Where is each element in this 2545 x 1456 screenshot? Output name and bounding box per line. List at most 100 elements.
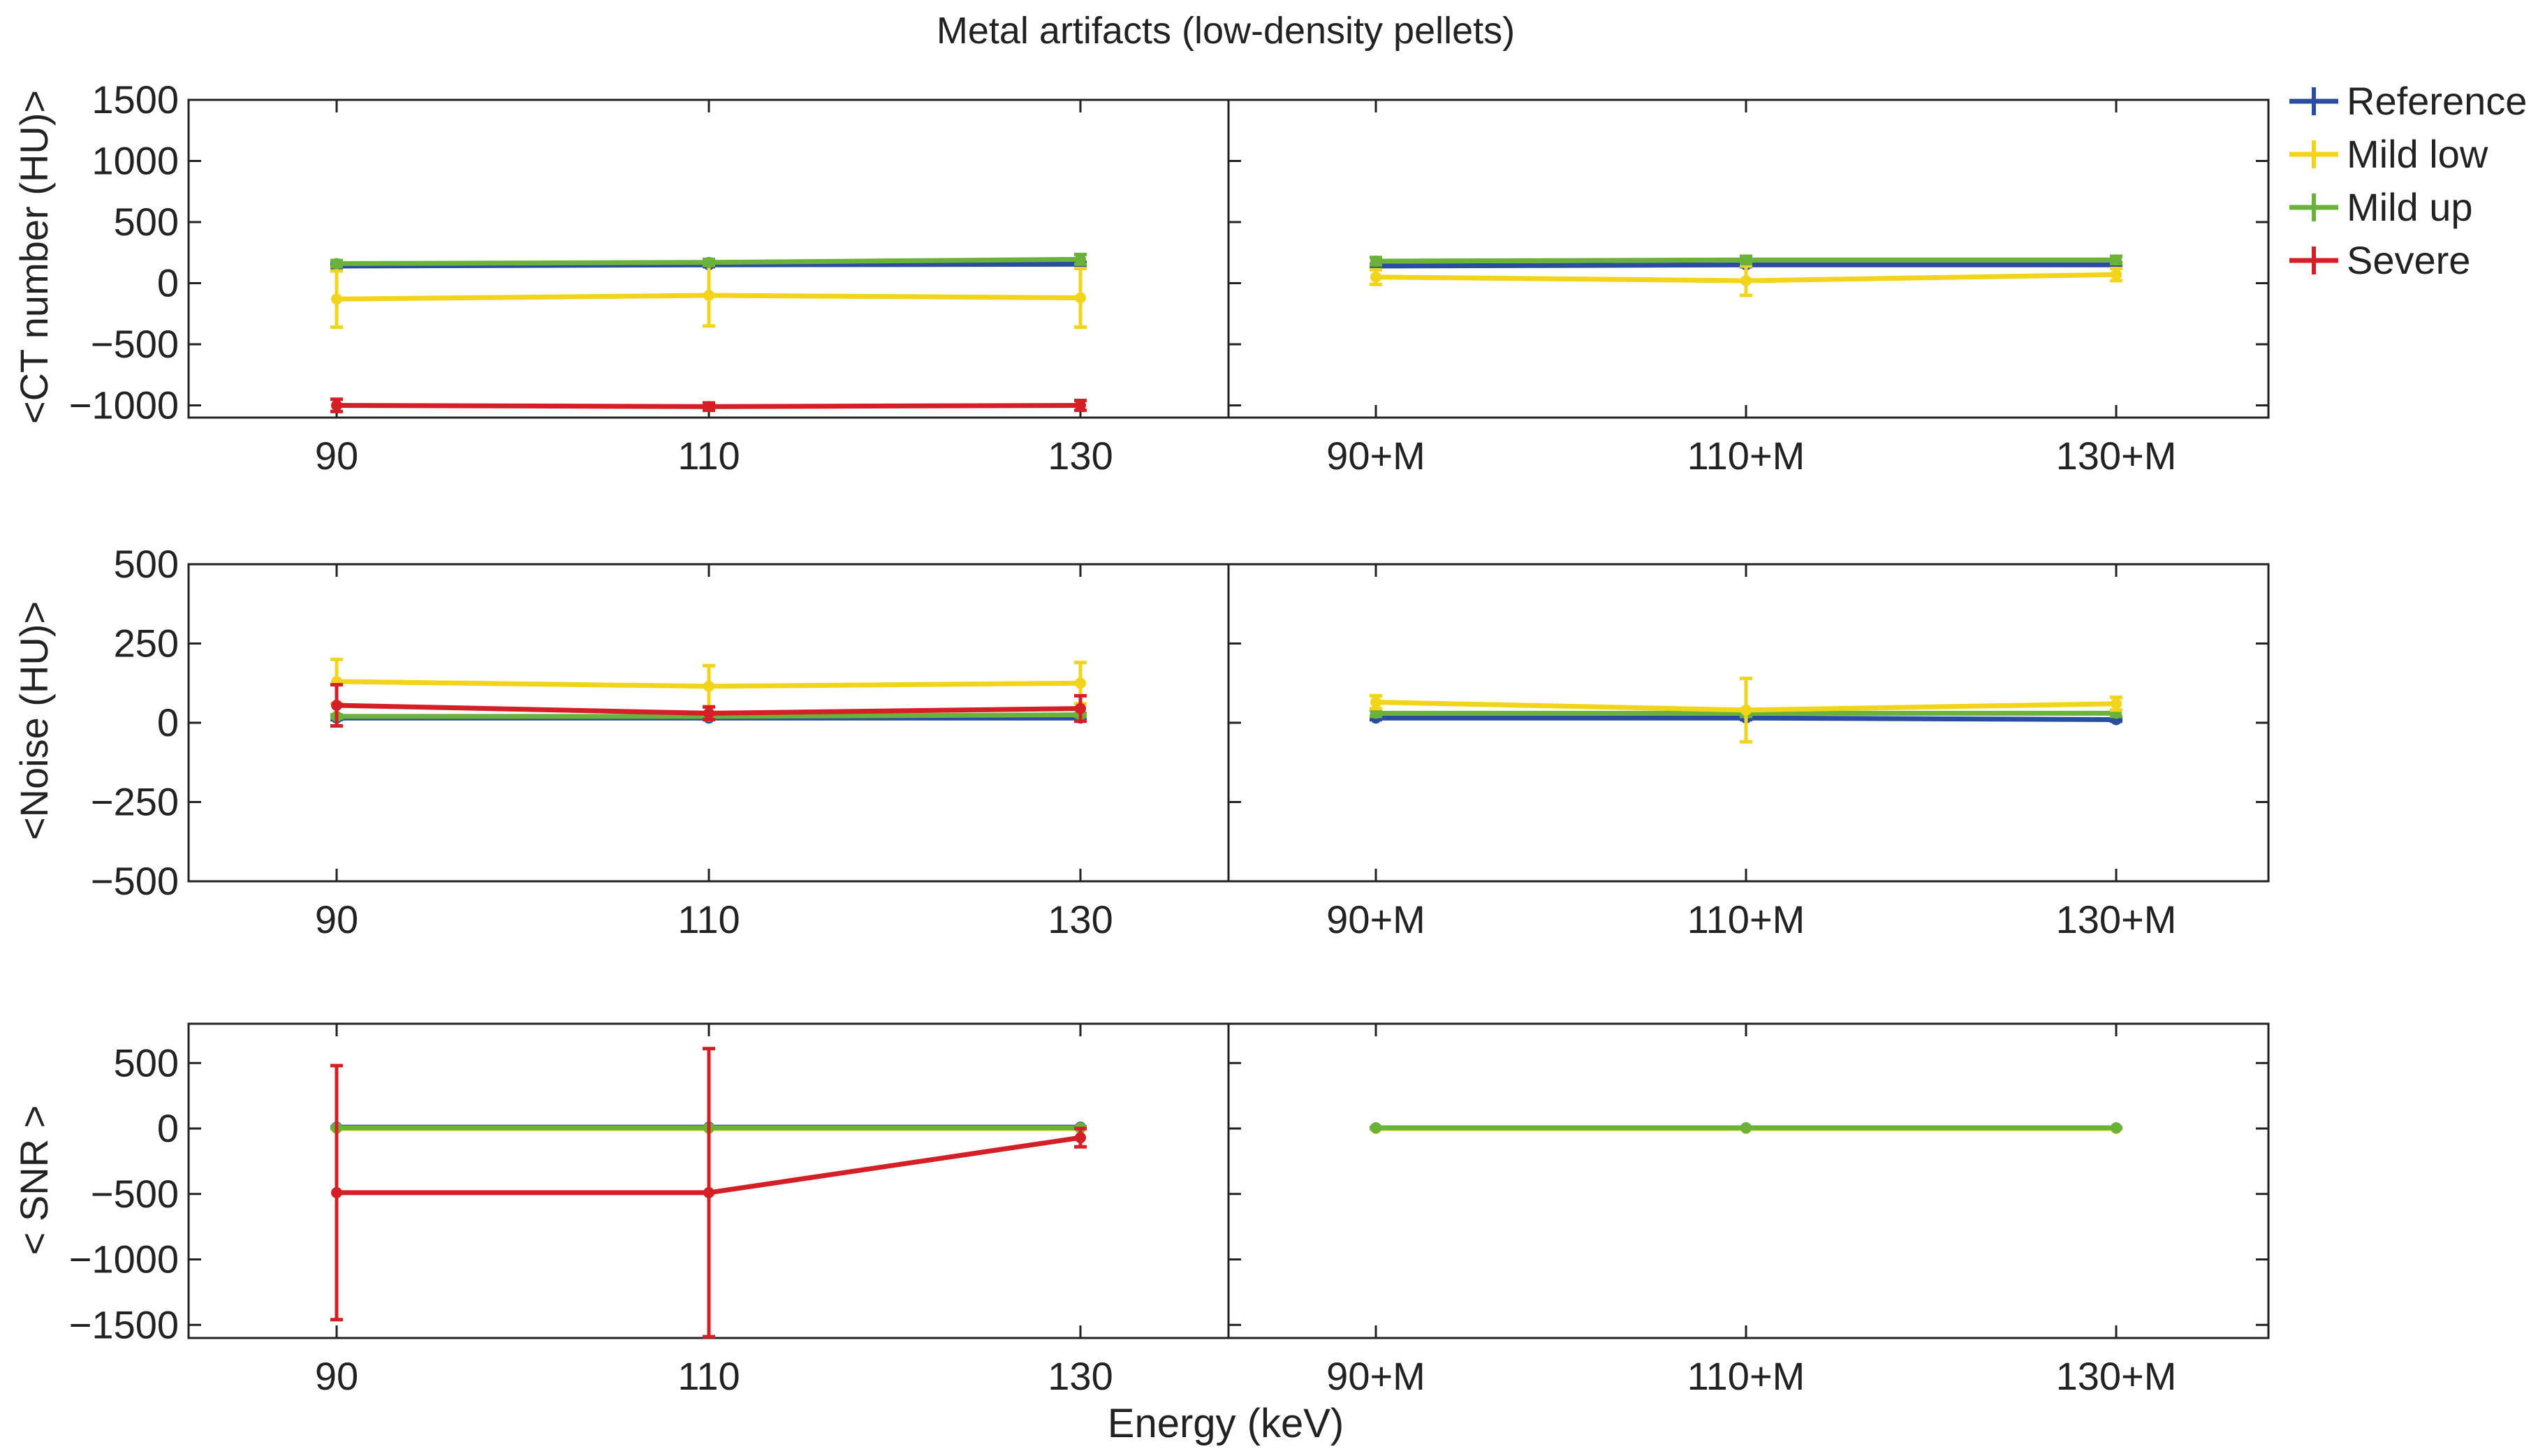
panel-2-column-0: 90 110 130 [187, 1022, 1230, 1398]
panel-0: 1500 1000 500 0 −500 −1000 90 110 130 90+M 110+M 13… [69, 78, 2270, 478]
x-tick-label: 130 [1048, 434, 1113, 478]
x-tick-label: 90+M [1326, 1354, 1425, 1398]
y-tick-label: −500 [91, 859, 179, 903]
series-mild-low [1370, 676, 2122, 744]
data-point-mild-low [2111, 269, 2122, 281]
data-point-mild-up [1370, 256, 1381, 267]
data-point-mild-up [1075, 253, 1086, 265]
y-tick-label: 500 [114, 542, 179, 586]
panel-0-column-1: 90+M 110+M 130+M [1227, 98, 2270, 478]
legend-label-mild-up: Mild up [2347, 185, 2473, 229]
plot-frame [1227, 98, 2270, 419]
x-tick-label: 90+M [1326, 434, 1425, 478]
data-point-mild-low [703, 680, 714, 692]
legend-label-mild-low: Mild low [2347, 132, 2488, 176]
data-point-mild-low [1075, 677, 1086, 689]
x-tick-label: 90+M [1326, 897, 1425, 941]
data-point-mild-low [1370, 271, 1381, 283]
data-point-severe [1075, 703, 1086, 714]
x-tick-label: 130+M [2056, 1354, 2177, 1398]
legend-label-severe: Severe [2347, 238, 2470, 282]
data-point-mild-up [1740, 1122, 1752, 1134]
x-tick-label: 130 [1048, 1354, 1113, 1398]
plot-frame [1227, 563, 2270, 883]
series-mild-low [330, 657, 1087, 709]
panel-2-column-1: 90+M 110+M 130+M [1227, 1022, 2270, 1398]
x-tick-label: 110 [677, 434, 740, 478]
data-point-mild-up [331, 258, 342, 270]
x-axis-label: Energy (keV) [1108, 1401, 1344, 1446]
legend-item-mild-low: Mild low [2289, 132, 2488, 176]
x-tick-label: 90 [315, 897, 358, 941]
y-tick-label: −1000 [69, 1237, 179, 1281]
x-tick-label: 110 [677, 897, 740, 941]
x-tick-label: 130 [1048, 897, 1113, 941]
data-point-mild-low [1740, 704, 1752, 716]
series-mild-up [1370, 254, 2122, 267]
panel-2: 500 0 −500 −1000 −1500 90 110 130 90+M 110+M 130+M [69, 1022, 2270, 1398]
data-point-severe [331, 700, 342, 712]
y-tick-label: 1000 [91, 139, 179, 183]
y-tick-label: −250 [91, 780, 179, 824]
x-tick-label: 110 [677, 1354, 740, 1398]
legend-item-reference: Reference [2289, 79, 2527, 123]
series-severe [330, 683, 1087, 728]
x-tick-label: 110+M [1687, 1354, 1805, 1398]
x-tick-label: 110+M [1687, 434, 1805, 478]
y-tick-label: 0 [157, 1106, 179, 1150]
x-tick-label: 130+M [2056, 897, 2177, 941]
data-point-mild-up [1370, 1122, 1381, 1134]
plot-frame [1227, 1022, 2270, 1339]
series-mild-up [1370, 1122, 2122, 1134]
data-point-severe [703, 707, 714, 719]
series-mild-low [330, 263, 1087, 329]
y-axis-label-ct-number: <CT number (HU)> [12, 90, 56, 424]
x-tick-label: 90 [315, 434, 358, 478]
y-tick-label: 0 [157, 261, 179, 305]
series-severe [330, 397, 1087, 413]
y-tick-label: −500 [91, 1172, 179, 1216]
y-tick-label: −1500 [69, 1302, 179, 1346]
panel-1: 500 250 0 −250 −500 90 110 130 90+M 110+M 130+M [91, 542, 2270, 941]
data-point-mild-up [1740, 254, 1752, 266]
data-point-severe [703, 1186, 714, 1198]
y-tick-label: 250 [114, 622, 179, 666]
legend-item-severe: Severe [2289, 238, 2470, 282]
data-point-mild-low [703, 290, 714, 301]
panel-1-column-1: 90+M 110+M 130+M [1227, 563, 2270, 941]
data-point-severe [1075, 1132, 1086, 1144]
y-tick-label: 1500 [91, 78, 179, 122]
data-point-mild-low [331, 293, 342, 305]
series-severe [330, 1047, 1087, 1339]
x-tick-label: 130+M [2056, 434, 2177, 478]
data-point-mild-up [2111, 254, 2122, 266]
panel-1-column-0: 90 110 130 [187, 563, 1230, 941]
data-point-severe [331, 1186, 342, 1198]
x-tick-label: 90 [315, 1354, 358, 1398]
data-point-mild-low [2111, 698, 2122, 709]
data-point-mild-low [1740, 275, 1752, 286]
y-tick-label: 500 [114, 1040, 179, 1084]
data-point-mild-up [1370, 707, 1381, 719]
x-tick-label: 110+M [1687, 897, 1805, 941]
data-point-severe [331, 399, 342, 411]
legend: Reference Mild low Mild up Severe [2289, 79, 2527, 282]
y-tick-label: −1000 [69, 383, 179, 427]
data-point-mild-low [1370, 696, 1381, 708]
chart-title: Metal artifacts (low-density pellets) [937, 10, 1515, 52]
data-point-severe [1075, 399, 1086, 411]
data-point-severe [703, 401, 714, 413]
data-point-mild-up [2111, 1122, 2122, 1134]
series-mild-low [1370, 264, 2122, 297]
y-tick-label: 500 [114, 200, 179, 244]
y-tick-label: −500 [91, 322, 179, 366]
series-mild-up [330, 252, 1087, 270]
data-point-mild-up [703, 256, 714, 268]
y-axis-label-snr: < SNR > [12, 1105, 56, 1256]
y-axis-label-noise: <Noise (HU)> [12, 601, 56, 840]
panel-0-column-0: 90 110 130 [187, 98, 1230, 478]
legend-label-reference: Reference [2347, 79, 2527, 123]
data-point-mild-low [1075, 292, 1086, 304]
y-tick-label: 0 [157, 700, 179, 744]
